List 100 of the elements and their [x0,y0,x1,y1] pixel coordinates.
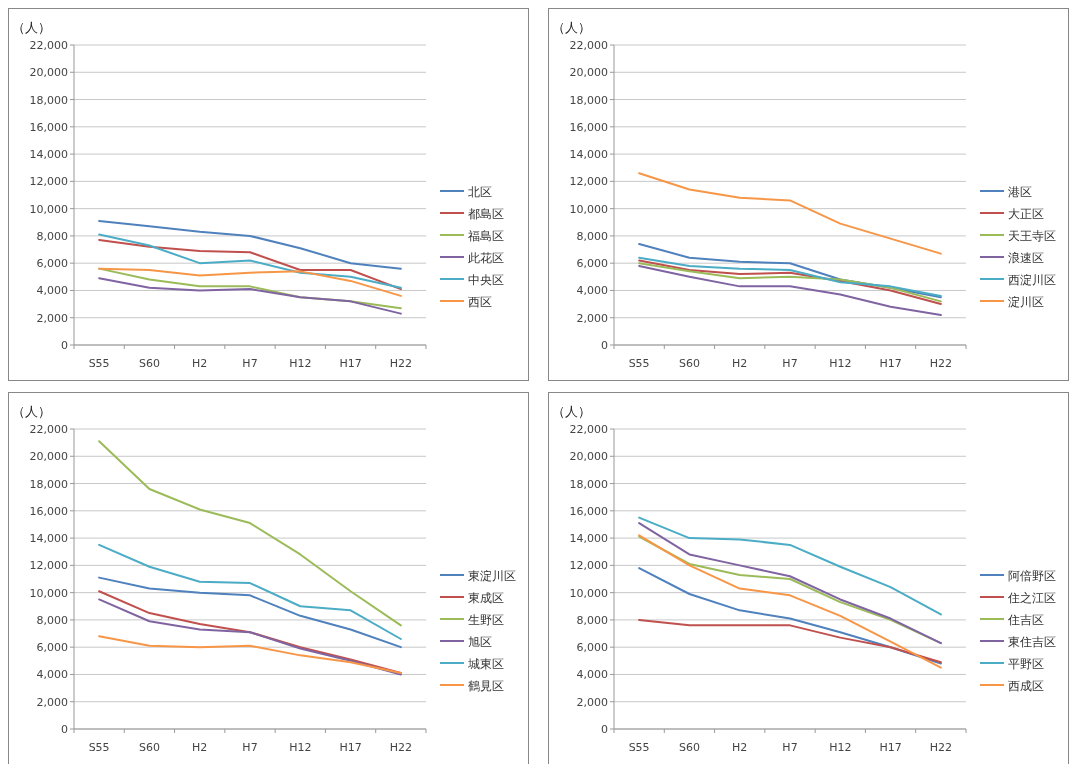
x-tick-label: H17 [339,741,362,754]
line-series [638,264,942,316]
y-tick-label: 18,000 [29,477,68,491]
x-tick-label: H2 [732,357,748,370]
y-tick-label: 14,000 [29,148,68,162]
legend-label: 西区 [468,294,492,309]
y-tick-label: 20,000 [29,66,68,80]
x-tick-label: S60 [138,741,160,754]
legend-label: 旭区 [468,634,492,649]
y-tick-label: 2,000 [36,695,68,709]
line-series [638,172,942,255]
x-tick-label: H22 [389,357,412,370]
y-tick-label: 4,000 [36,668,68,682]
y-tick-label: 22,000 [569,39,608,52]
x-tick-label: H2 [732,741,748,754]
y-tick-label: 12,000 [569,559,608,573]
legend-label: 城東区 [467,656,504,671]
legend-label: 住吉区 [1007,612,1044,627]
x-tick-label: S60 [138,357,160,370]
y-tick-label: 12,000 [569,175,608,189]
legend-label: 淀川区 [1008,294,1044,309]
line-series [98,543,402,640]
y-tick-label: 14,000 [29,532,68,546]
x-tick-label: H2 [192,357,208,370]
y-tick-label: 10,000 [29,202,68,216]
y-tick-label: 16,000 [29,120,68,134]
y-tick-label: 8,000 [36,229,68,243]
legend-label: 大正区 [1008,206,1044,221]
x-tick-label: H22 [929,741,952,754]
y-tick-label: 22,000 [29,423,68,436]
line-series [98,440,402,627]
y-tick-label: 22,000 [569,423,608,436]
x-tick-label: H12 [829,357,852,370]
legend-label: 東成区 [468,590,504,605]
x-tick-label: S55 [88,741,110,754]
x-tick-label: S60 [678,741,700,754]
y-axis-title: （人） [552,404,591,419]
y-tick-label: 6,000 [36,641,68,655]
legend-label: 東淀川区 [468,568,516,583]
line-series [98,635,402,675]
legend-label: 平野区 [1008,656,1044,671]
y-tick-label: 0 [61,723,68,736]
y-tick-label: 16,000 [569,504,608,518]
x-tick-label: H7 [242,741,258,754]
x-tick-label: H17 [339,357,362,370]
y-tick-label: 18,000 [29,93,68,107]
y-tick-label: 22,000 [29,39,68,52]
legend-label: 此花区 [468,250,504,265]
line-series [98,277,402,315]
legend-label: 東住吉区 [1008,634,1056,649]
y-tick-label: 10,000 [569,586,608,600]
x-tick-label: H12 [289,741,312,754]
x-tick-label: H22 [389,741,412,754]
x-tick-label: H12 [289,357,312,370]
x-tick-label: H17 [879,357,902,370]
y-tick-label: 8,000 [576,613,608,627]
y-tick-label: 20,000 [569,450,608,464]
line-series [98,576,402,649]
y-tick-label: 14,000 [569,148,608,162]
y-axis-title: （人） [12,20,51,35]
y-tick-label: 0 [601,723,608,736]
x-tick-label: H7 [782,741,798,754]
legend-label: 西淀川区 [1008,272,1056,287]
y-tick-label: 2,000 [576,695,608,709]
legend-label: 港区 [1008,184,1032,199]
x-tick-label: S55 [628,357,650,370]
y-tick-label: 6,000 [576,257,608,271]
y-tick-label: 6,000 [576,641,608,655]
y-tick-label: 18,000 [569,93,608,107]
y-tick-label: 8,000 [36,613,68,627]
x-tick-label: H2 [192,741,208,754]
legend-label: 西成区 [1008,678,1044,693]
y-tick-label: 0 [601,339,608,352]
y-tick-label: 16,000 [569,120,608,134]
x-tick-label: S60 [678,357,700,370]
y-tick-label: 8,000 [576,229,608,243]
line-series [638,567,942,665]
line-series [638,618,942,664]
legend-label: 福島区 [468,228,504,243]
legend-label: 中央区 [468,272,504,287]
legend-label: 都島区 [468,206,504,221]
legend-label: 住之江区 [1007,590,1056,605]
y-tick-label: 12,000 [29,175,68,189]
x-tick-label: H7 [782,357,798,370]
y-axis-title: （人） [12,404,51,419]
y-tick-label: 0 [61,339,68,352]
y-tick-label: 20,000 [29,450,68,464]
y-tick-label: 18,000 [569,477,608,491]
legend-label: 生野区 [468,612,504,627]
y-tick-label: 4,000 [576,284,608,298]
y-tick-label: 4,000 [36,284,68,298]
y-tick-label: 2,000 [576,311,608,325]
x-tick-label: H7 [242,357,258,370]
legend-label: 阿倍野区 [1008,568,1056,583]
y-tick-label: 6,000 [36,257,68,271]
y-tick-label: 12,000 [29,559,68,573]
y-tick-label: 2,000 [36,311,68,325]
legend-label: 浪速区 [1008,250,1044,265]
x-tick-label: H17 [879,741,902,754]
x-tick-label: H12 [829,741,852,754]
